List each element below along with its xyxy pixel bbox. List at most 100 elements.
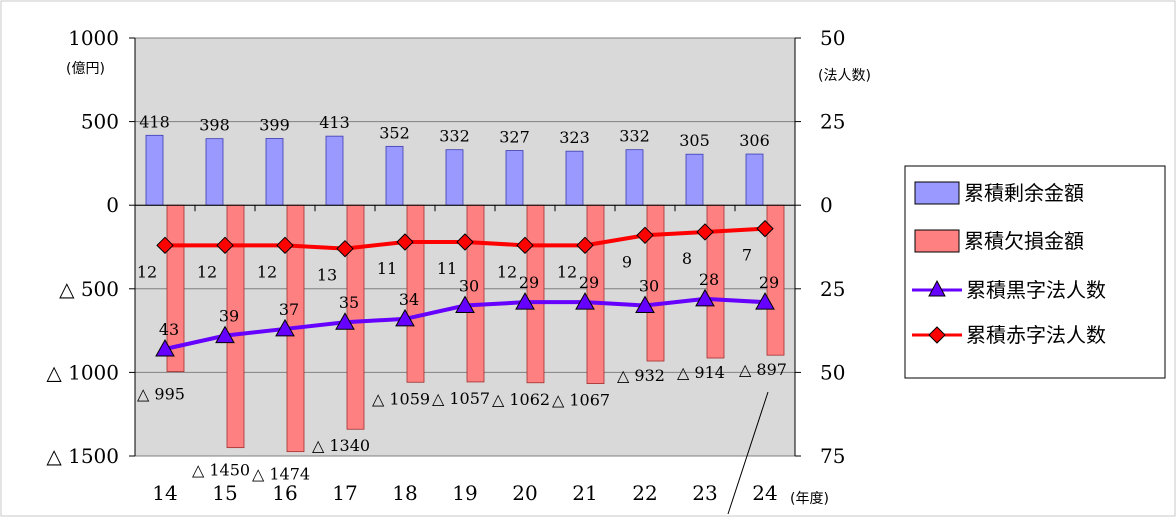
label-deficit: △ 1059 (372, 389, 430, 408)
right-tick-label: 50 (820, 26, 845, 50)
left-tick-label: 0 (106, 193, 119, 217)
legend-swatch-deficit (914, 229, 960, 253)
bar-surplus (205, 138, 224, 206)
left-tick-label: △ 1000 (46, 360, 119, 384)
label-deficit: △ 1062 (492, 390, 550, 409)
x-tick-label: 16 (272, 481, 297, 505)
label-surplus: 332 (619, 127, 650, 146)
label-profit-count: 30 (459, 277, 479, 296)
label-deficit: △ 995 (137, 385, 185, 404)
label-loss-count: 12 (497, 262, 517, 281)
marker-profit-count (635, 295, 655, 314)
x-tick-label: 21 (572, 481, 597, 505)
label-deficit: △ 1340 (312, 436, 370, 455)
marker-loss-count (276, 236, 294, 255)
label-loss-count: 12 (197, 262, 217, 281)
label-surplus: 332 (439, 127, 470, 146)
label-loss-count: 12 (137, 262, 157, 281)
label-profit-count: 39 (219, 307, 239, 326)
label-profit-count: 37 (279, 300, 299, 319)
marker-profit-count (275, 318, 295, 337)
legend-marker-profit (928, 279, 946, 297)
left-tick-label: △ 1500 (46, 444, 119, 468)
bar-surplus (445, 149, 464, 206)
marker-profit-count (155, 338, 175, 357)
marker-profit-count (695, 288, 715, 307)
marker-loss-count (456, 233, 474, 251)
marker-profit-count (575, 292, 595, 310)
label-loss-count: 13 (317, 266, 337, 285)
bar-surplus (325, 135, 344, 206)
label-profit-count: 29 (519, 273, 539, 292)
label-profit-count: 29 (759, 273, 779, 292)
marker-profit-count (215, 325, 235, 344)
leader-line (727, 391, 769, 515)
marker-loss-count (216, 236, 234, 255)
left-tick-label: 500 (81, 110, 119, 134)
label-profit-count: 43 (159, 320, 179, 339)
label-profit-count: 28 (699, 270, 719, 289)
label-surplus: 413 (319, 113, 350, 132)
left-tick-label: △ 500 (59, 277, 119, 301)
x-axis-unit: (年度) (790, 491, 829, 507)
left-axis-unit: (億円) (66, 61, 105, 77)
legend-marker-loss (928, 326, 946, 344)
label-loss-count: 12 (257, 262, 277, 281)
bar-surplus (505, 150, 524, 206)
bar-surplus (745, 153, 764, 206)
marker-profit-count (395, 308, 415, 327)
label-surplus: 305 (679, 131, 710, 150)
label-loss-count: 11 (437, 259, 457, 278)
label-surplus: 306 (739, 131, 770, 150)
left-tick-label: 1000 (68, 26, 119, 50)
label-surplus: 352 (379, 123, 410, 142)
legend-label-loss: 累積赤字法人数 (966, 323, 1106, 347)
bar-surplus (565, 150, 584, 206)
label-deficit: △ 914 (677, 363, 725, 382)
bar-deficit (586, 204, 605, 385)
right-tick-label: 25 (820, 110, 845, 134)
label-deficit: △ 1474 (252, 465, 310, 484)
bar-deficit (526, 204, 545, 384)
label-profit-count: 30 (639, 277, 659, 296)
marker-loss-count (696, 223, 714, 241)
bar-deficit (346, 204, 365, 430)
label-profit-count: 34 (399, 290, 419, 309)
marker-loss-count (156, 236, 174, 255)
legend: 累積剰余金額 累積欠損金額 累積黒字法人数 累積赤字法人数 (904, 165, 1166, 379)
x-tick-label: 18 (392, 481, 417, 505)
label-profit-count: 35 (339, 293, 359, 312)
legend-label-profit: 累積黒字法人数 (966, 278, 1106, 302)
right-tick-label: 25 (820, 277, 845, 301)
bar-surplus (265, 138, 284, 206)
label-deficit: △ 1067 (552, 391, 610, 410)
label-loss-count: 7 (742, 246, 752, 265)
x-tick-label: 20 (512, 481, 537, 505)
marker-profit-count (335, 312, 355, 330)
x-tick-label: 22 (632, 481, 657, 505)
x-tick-label: 19 (452, 481, 477, 505)
marker-loss-count (516, 236, 534, 255)
label-deficit: △ 1057 (432, 389, 490, 408)
x-tick-label: 17 (332, 481, 357, 505)
label-surplus: 327 (499, 128, 530, 147)
bars (145, 134, 785, 453)
bar-surplus (385, 145, 404, 206)
marker-profit-count (755, 292, 775, 310)
label-surplus: 418 (139, 112, 170, 131)
bar-surplus (685, 153, 704, 206)
label-deficit: △ 1450 (192, 461, 250, 480)
x-tick-label: 24 (752, 481, 777, 505)
legend-swatch-surplus (914, 181, 960, 205)
bar-surplus (625, 149, 644, 206)
marker-profit-count (455, 295, 475, 314)
right-axis-unit: (法人数) (818, 68, 871, 84)
legend-label-surplus: 累積剰余金額 (964, 181, 1084, 205)
label-loss-count: 12 (557, 262, 577, 281)
label-surplus: 323 (559, 128, 590, 147)
x-tick-label: 23 (692, 481, 717, 505)
marker-profit-count (515, 292, 535, 310)
label-deficit: △ 897 (739, 360, 787, 379)
bar-surplus (145, 134, 164, 206)
label-loss-count: 9 (622, 252, 632, 271)
